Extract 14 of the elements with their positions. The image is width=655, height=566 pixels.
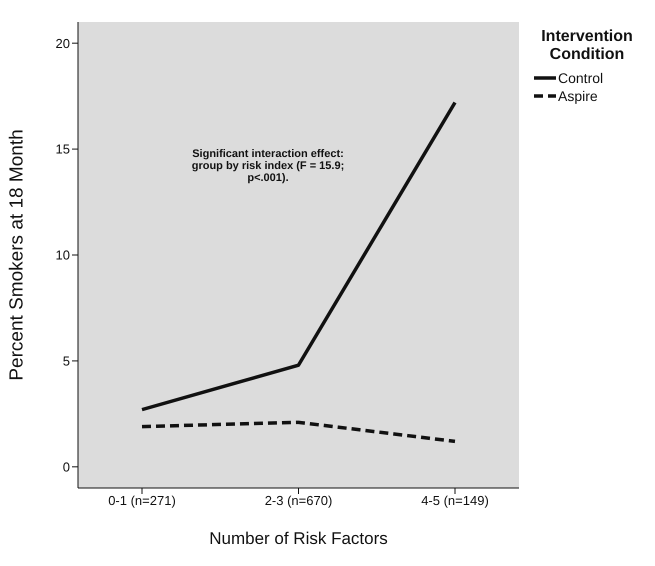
x-axis-title: Number of Risk Factors (209, 529, 388, 548)
legend-title: Intervention Condition (540, 28, 634, 64)
x-tick-label: 0-1 (n=271) (108, 493, 176, 508)
y-tick-label: 20 (56, 36, 70, 51)
y-tick-label: 5 (62, 354, 70, 369)
y-tick-label: 0 (62, 459, 70, 474)
x-tick-label: 4-5 (n=149) (421, 493, 489, 508)
y-axis-title: Percent Smokers at 18 Month (6, 129, 28, 381)
y-tick-label: 10 (56, 248, 70, 263)
annotation: Significant interaction effect: group by risk index (F = 15.9; p<.001). (190, 148, 346, 184)
y-tick-label: 15 (56, 142, 70, 157)
legend-label: Control (558, 70, 604, 86)
x-tick-label: 2-3 (n=670) (264, 493, 332, 508)
legend-label: Aspire (558, 88, 598, 104)
